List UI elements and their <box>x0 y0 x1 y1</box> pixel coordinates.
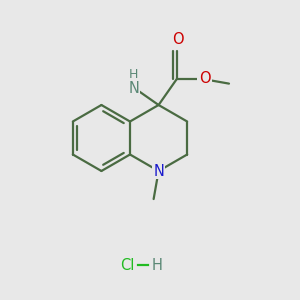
Text: H: H <box>152 257 162 272</box>
Text: N: N <box>128 80 139 95</box>
Text: H: H <box>129 68 139 81</box>
Text: N: N <box>153 164 164 178</box>
Text: O: O <box>199 71 210 86</box>
Text: Cl: Cl <box>120 257 134 272</box>
Text: O: O <box>172 32 183 47</box>
